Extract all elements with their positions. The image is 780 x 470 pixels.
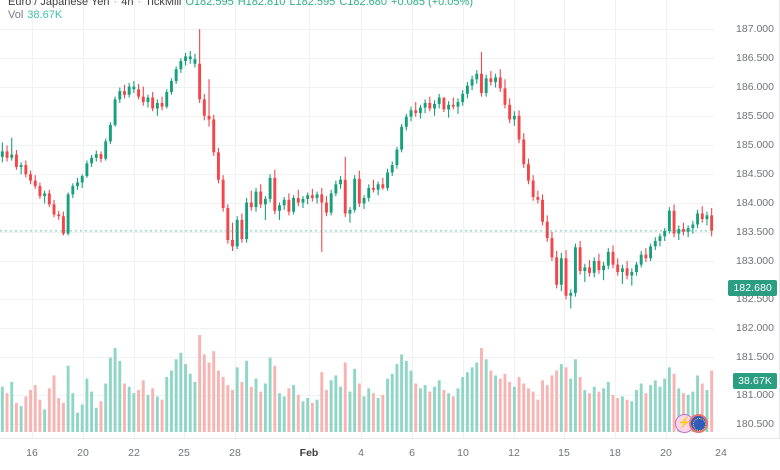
price-tick-label: 181.500 (736, 351, 774, 363)
time-tick-label: 6 (409, 447, 415, 459)
time-tick-label: 22 (128, 447, 140, 459)
time-tick-label: 12 (508, 447, 520, 459)
time-tick-label: 15 (558, 447, 570, 459)
price-tick-label: 180.500 (736, 418, 774, 430)
volume-value-badge: 38.67K (733, 373, 777, 389)
price-tick-label: 185.000 (736, 139, 774, 151)
time-tick-label: 4 (358, 447, 364, 459)
price-tick-label: 184.500 (736, 168, 774, 180)
time-tick-label: 24 (715, 447, 727, 459)
price-tick-label: 182.000 (736, 322, 774, 334)
last-price-badge: 182.680 (728, 280, 777, 296)
price-scale[interactable]: 187.000 186.500 186.000 185.500 185.000 184.5… (714, 0, 780, 438)
time-tick-label: 16 (26, 447, 38, 459)
price-tick-label: 187.000 (736, 23, 774, 35)
price-tick-label: 183.500 (736, 226, 774, 238)
time-tick-label: 10 (457, 447, 469, 459)
eu-flag-icon[interactable] (689, 414, 708, 433)
time-tick-label: 28 (229, 447, 241, 459)
time-tick-label: 20 (77, 447, 89, 459)
time-tick-label: 18 (609, 447, 621, 459)
price-tick-label: 181.000 (736, 389, 774, 401)
time-scale[interactable]: 16 20 22 25 28 Feb 4 6 10 12 15 18 20 24 (0, 438, 780, 470)
time-tick-label: Feb (299, 447, 319, 459)
price-tick-label: 186.000 (736, 81, 774, 93)
last-price-line (0, 230, 714, 232)
lightning-glyph: ⚡ (677, 417, 692, 429)
price-tick-label: 184.000 (736, 197, 774, 209)
price-tick-label: 185.500 (736, 110, 774, 122)
time-tick-label: 25 (178, 447, 190, 459)
candlestick-series (0, 29, 714, 309)
volume-histogram (0, 335, 714, 432)
eu-stars (693, 418, 706, 431)
time-axis-line (0, 438, 780, 439)
price-tick-label: 182.500 (736, 293, 774, 305)
price-tick-label: 186.500 (736, 52, 774, 64)
price-tick-label: 183.000 (736, 255, 774, 267)
chart-badges[interactable]: ⚡ (675, 414, 708, 433)
time-tick-label: 20 (660, 447, 672, 459)
